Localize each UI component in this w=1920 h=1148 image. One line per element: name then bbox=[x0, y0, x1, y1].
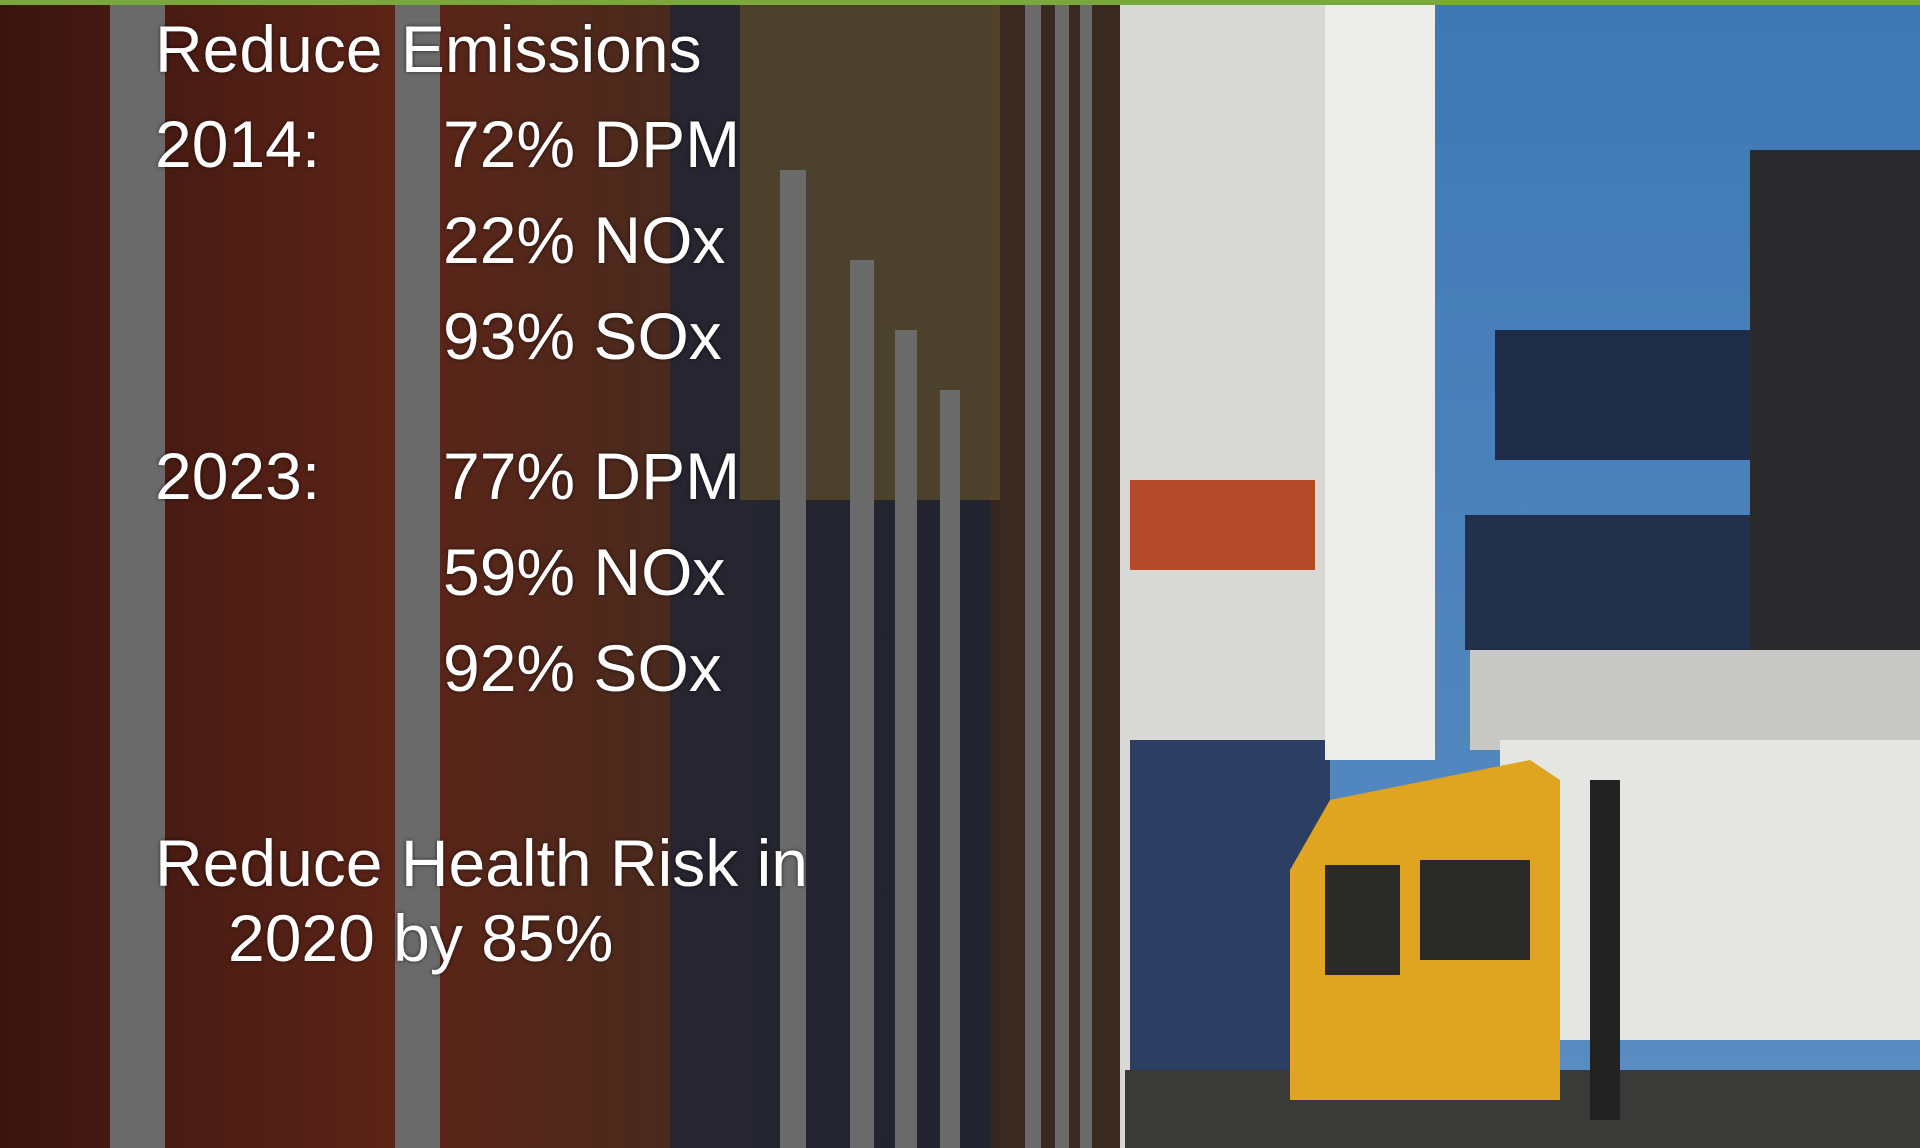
slide: Reduce Emissions Reduce Health Risk in 2… bbox=[0, 0, 1920, 1148]
emission-item: 77% DPM bbox=[443, 443, 740, 509]
footer-line: Reduce Health Risk in bbox=[155, 830, 808, 896]
emission-item: 59% NOx bbox=[443, 539, 725, 605]
emission-item: 93% SOx bbox=[443, 303, 722, 369]
emission-item: 72% DPM bbox=[443, 111, 740, 177]
year-label: 2023: bbox=[155, 443, 320, 509]
emission-item: 92% SOx bbox=[443, 635, 722, 701]
year-label: 2014: bbox=[155, 111, 320, 177]
emission-item: 22% NOx bbox=[443, 207, 725, 273]
title: Reduce Emissions bbox=[155, 16, 702, 82]
footer-line: 2020 by 85% bbox=[228, 905, 613, 971]
